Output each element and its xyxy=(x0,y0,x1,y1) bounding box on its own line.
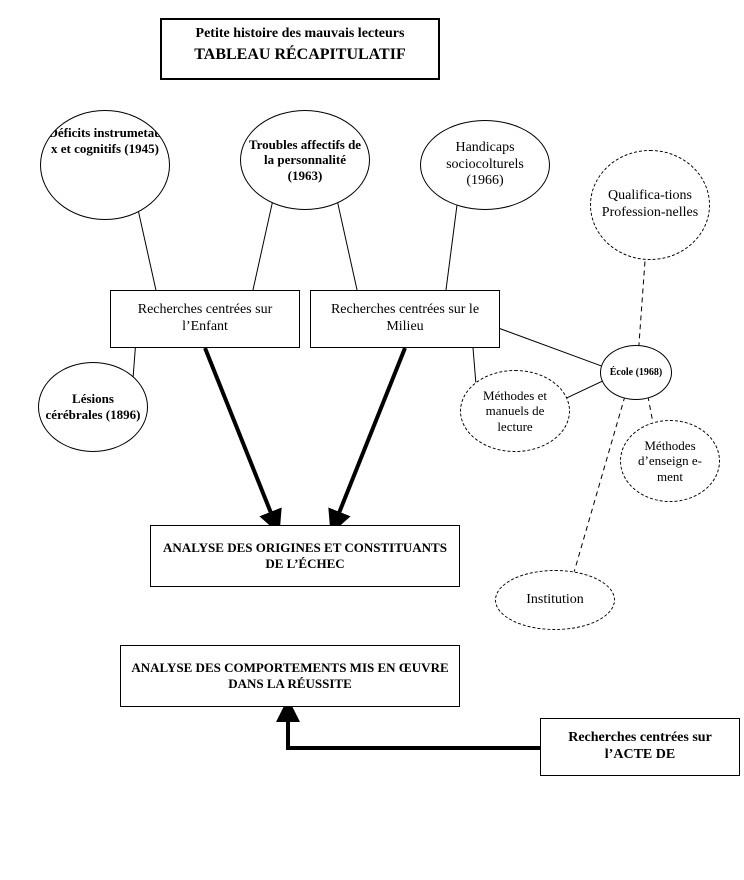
edge-ecole-qualif xyxy=(639,255,646,347)
node-rech_milieu: Recherches centrées sur le Milieu xyxy=(310,290,500,348)
title-box: Petite histoire des mauvais lecteurs TAB… xyxy=(160,18,440,80)
node-analyse_reus: ANALYSE DES COMPORTEMENTS MIS EN ŒUVRE D… xyxy=(120,645,460,707)
node-label-methodes_ens: Méthodes d’enseign e-ment xyxy=(627,438,713,485)
edge-handicaps-rech_milieu xyxy=(445,202,457,296)
thick-arrow-rech_enfant xyxy=(205,348,275,523)
node-label-deficits: Déficits instrumetau x et cognitifs (194… xyxy=(47,125,163,156)
title-main: TABLEAU RÉCAPITULATIF xyxy=(172,46,428,64)
node-label-analyse_echec: ANALYSE DES ORIGINES ET CONSTITUANTS DE … xyxy=(157,540,453,571)
node-label-lesions: Lésions cérébrales (1896) xyxy=(45,391,141,422)
node-label-qualif: Qualifica-tions Profession-nelles xyxy=(597,188,703,222)
bottom-arrow xyxy=(288,710,540,748)
node-rech_enfant: Recherches centrées sur l’Enfant xyxy=(110,290,300,348)
node-label-rech_milieu: Recherches centrées sur le Milieu xyxy=(317,302,493,336)
thick-arrow-rech_milieu xyxy=(335,348,405,523)
node-troubles: Troubles affectifs de la personnalité (1… xyxy=(240,110,370,210)
edge-deficits-rech_enfant xyxy=(138,207,158,296)
node-label-rech_acte: Recherches centrées sur l’ACTE DE xyxy=(547,730,733,764)
node-deficits: Déficits instrumetau x et cognitifs (194… xyxy=(40,110,170,220)
edge-rech_milieu-ecole xyxy=(490,325,604,367)
node-methodes_lec: Méthodes et manuels de lecture xyxy=(460,370,570,452)
edge-ecole-institution xyxy=(574,396,625,574)
node-ecole: École (1968) xyxy=(600,345,672,400)
node-label-handicaps: Handicaps sociocolturels (1966) xyxy=(427,140,543,190)
node-lesions: Lésions cérébrales (1896) xyxy=(38,362,148,452)
node-institution: Institution xyxy=(495,570,615,630)
node-handicaps: Handicaps sociocolturels (1966) xyxy=(420,120,550,210)
node-methodes_ens: Méthodes d’enseign e-ment xyxy=(620,420,720,502)
node-rech_acte: Recherches centrées sur l’ACTE DE xyxy=(540,718,740,776)
node-label-analyse_reus: ANALYSE DES COMPORTEMENTS MIS EN ŒUVRE D… xyxy=(127,660,453,691)
node-analyse_echec: ANALYSE DES ORIGINES ET CONSTITUANTS DE … xyxy=(150,525,460,587)
node-qualif: Qualifica-tions Profession-nelles xyxy=(590,150,710,260)
edge-troubles-rech_milieu xyxy=(337,199,359,296)
node-label-rech_enfant: Recherches centrées sur l’Enfant xyxy=(117,302,293,336)
node-label-methodes_lec: Méthodes et manuels de lecture xyxy=(467,388,563,435)
node-label-institution: Institution xyxy=(526,592,584,609)
node-label-troubles: Troubles affectifs de la personnalité (1… xyxy=(247,137,363,184)
diagram-stage: Petite histoire des mauvais lecteurs TAB… xyxy=(0,0,744,880)
edge-ecole-methodes_lec xyxy=(563,380,604,399)
edge-troubles-rech_enfant xyxy=(252,199,274,296)
node-label-ecole: École (1968) xyxy=(610,367,663,379)
title-subtitle: Petite histoire des mauvais lecteurs xyxy=(172,26,428,42)
